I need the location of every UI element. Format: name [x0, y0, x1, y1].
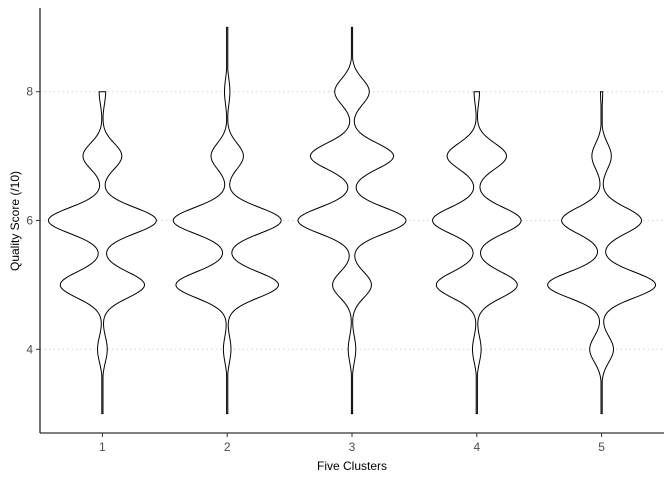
y-axis-title: Quality Score (/10)	[8, 171, 22, 271]
x-tick-label-5: 5	[598, 440, 605, 454]
violins	[47, 26, 657, 415]
x-axis-title: Five Clusters	[317, 459, 387, 473]
y-ticks: 4 6 8	[26, 85, 40, 356]
x-ticks: 1 2 3 4 5	[99, 433, 605, 454]
y-tick-label-8: 8	[26, 85, 33, 99]
y-tick-label-4: 4	[26, 342, 33, 356]
violin-cluster-2	[172, 26, 282, 415]
violin-cluster-4	[432, 91, 522, 415]
violin-cluster-5	[547, 91, 657, 415]
violin-cluster-1	[47, 91, 157, 415]
x-tick-label-1: 1	[99, 440, 106, 454]
x-tick-label-2: 2	[224, 440, 231, 454]
y-tick-label-6: 6	[26, 214, 33, 228]
violin-cluster-3	[297, 26, 407, 415]
x-tick-label-3: 3	[349, 440, 356, 454]
x-tick-label-4: 4	[473, 440, 480, 454]
